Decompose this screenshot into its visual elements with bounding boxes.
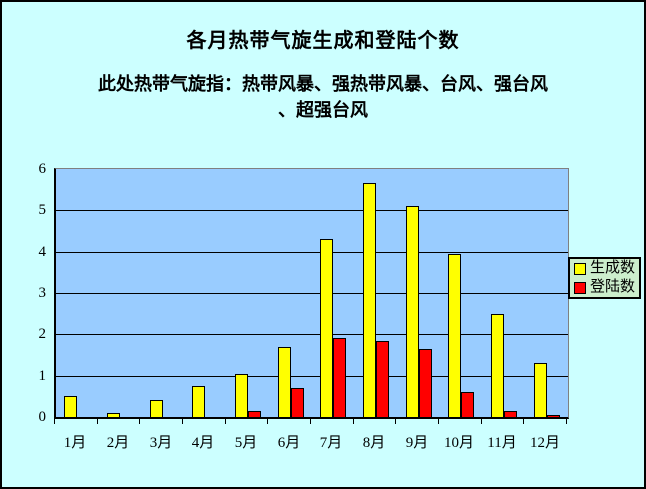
x-axis-tick [139, 419, 140, 424]
bar-landfall-5月 [248, 411, 261, 417]
bar-landfall-7月 [333, 338, 346, 417]
y-axis-label: 6 [38, 161, 47, 177]
chart-subtitle-line1: 此处热带气旋指：热带风暴、强热带风暴、台风、强台风 [98, 74, 548, 94]
gridline [56, 210, 568, 211]
bar-generated-11月 [491, 314, 504, 417]
gridline [56, 334, 568, 335]
bar-landfall-6月 [291, 388, 304, 417]
bar-landfall-9月 [419, 349, 432, 417]
x-axis-tick [395, 419, 396, 424]
gridline [56, 252, 568, 253]
x-axis-label: 11月 [487, 435, 517, 451]
bar-generated-2月 [107, 413, 120, 417]
bar-generated-7月 [320, 239, 333, 417]
x-axis-tick [54, 419, 55, 424]
x-axis-tick [225, 419, 226, 424]
chart-title: 各月热带气旋生成和登陆个数 [186, 30, 460, 52]
x-axis-label: 2月 [106, 435, 130, 451]
x-axis-tick [310, 419, 311, 424]
x-axis-tick [97, 419, 98, 424]
bar-landfall-11月 [504, 411, 517, 417]
bar-landfall-12月 [547, 415, 560, 417]
bar-generated-6月 [278, 347, 291, 417]
x-axis-label: 9月 [405, 435, 429, 451]
x-axis-label: 4月 [191, 435, 215, 451]
legend: 生成数 登陆数 [568, 257, 641, 299]
x-axis-label: 5月 [234, 435, 258, 451]
bar-generated-5月 [235, 374, 248, 417]
gridline [56, 293, 568, 294]
legend-item-landfall: 登陆数 [570, 278, 639, 297]
x-axis-label: 7月 [319, 435, 343, 451]
x-axis-tick [353, 419, 354, 424]
chart-subtitle-line2: 、超强台风 [278, 100, 368, 120]
x-axis-tick [438, 419, 439, 424]
x-axis-tick [267, 419, 268, 424]
bar-generated-4月 [192, 386, 205, 417]
y-axis-label: 1 [38, 368, 47, 384]
y-axis-label: 2 [38, 326, 47, 342]
legend-swatch-generated-icon [574, 262, 586, 275]
bar-generated-3月 [150, 400, 163, 417]
x-axis-label: 3月 [149, 435, 173, 451]
legend-item-generated: 生成数 [570, 259, 639, 278]
legend-label-generated: 生成数 [590, 260, 636, 276]
plot-area [54, 168, 569, 419]
y-axis-label: 3 [38, 285, 47, 301]
bar-landfall-8月 [376, 341, 389, 417]
bar-landfall-10月 [461, 392, 474, 417]
x-axis-tick [566, 419, 567, 424]
x-axis-label: 12月 [529, 435, 560, 451]
bar-generated-8月 [363, 183, 376, 417]
legend-swatch-landfall-icon [574, 281, 586, 294]
x-axis-label: 6月 [277, 435, 301, 451]
x-axis-label: 1月 [63, 435, 87, 451]
bar-generated-10月 [448, 254, 461, 417]
bar-generated-1月 [64, 396, 77, 417]
chart-subtitle: 此处热带气旋指：热带风暴、强热带风暴、台风、强台风 、超强台风 [2, 71, 644, 123]
gridline [56, 376, 568, 377]
y-axis-label: 5 [38, 202, 47, 218]
x-axis-tick [481, 419, 482, 424]
y-axis-label: 4 [38, 244, 47, 260]
x-axis-label: 10月 [443, 435, 474, 451]
y-axis-label: 0 [38, 409, 47, 425]
bar-generated-12月 [534, 363, 547, 417]
x-axis-tick [523, 419, 524, 424]
legend-label-landfall: 登陆数 [590, 279, 636, 295]
x-axis-label: 8月 [362, 435, 386, 451]
x-axis-tick [182, 419, 183, 424]
bar-generated-9月 [406, 206, 419, 417]
